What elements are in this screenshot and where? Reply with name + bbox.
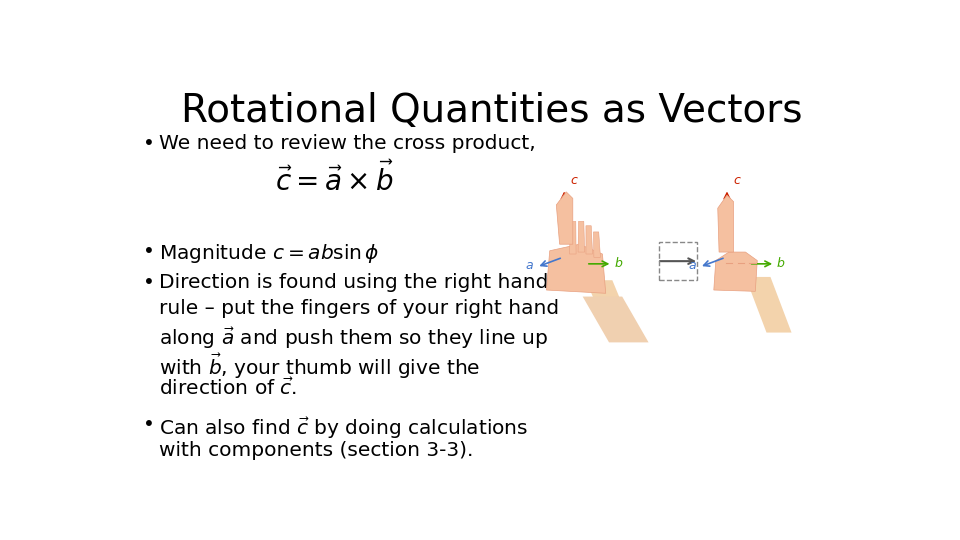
Text: a: a [688, 259, 696, 272]
Polygon shape [718, 195, 733, 252]
Text: Direction is found using the right hand: Direction is found using the right hand [158, 273, 548, 292]
Polygon shape [586, 226, 592, 254]
Polygon shape [745, 277, 792, 333]
Polygon shape [578, 221, 585, 252]
Text: Can also find $\vec{c}$ by doing calculations: Can also find $\vec{c}$ by doing calcula… [158, 415, 528, 441]
Text: rule – put the fingers of your right hand: rule – put the fingers of your right han… [158, 299, 559, 318]
Polygon shape [546, 244, 606, 293]
Text: b: b [614, 258, 622, 271]
Text: Rotational Quantities as Vectors: Rotational Quantities as Vectors [181, 92, 803, 130]
Text: b: b [777, 258, 785, 271]
Text: along $\vec{a}$ and push them so they line up: along $\vec{a}$ and push them so they li… [158, 325, 548, 350]
Polygon shape [569, 221, 576, 254]
Text: c: c [733, 174, 740, 187]
Text: with $\vec{b}$, your thumb will give the: with $\vec{b}$, your thumb will give the [158, 351, 480, 381]
Text: $\vec{c} = \vec{a} \times \vec{b}$: $\vec{c} = \vec{a} \times \vec{b}$ [275, 161, 395, 197]
Text: c: c [571, 174, 578, 187]
Text: a: a [526, 259, 533, 272]
Text: Magnitude $c = ab \sin\phi$: Magnitude $c = ab \sin\phi$ [158, 242, 379, 265]
Text: with components (section 3-3).: with components (section 3-3). [158, 441, 473, 460]
Polygon shape [557, 192, 573, 244]
Polygon shape [586, 280, 636, 336]
Text: •: • [143, 242, 156, 261]
Text: •: • [143, 273, 156, 292]
Polygon shape [714, 252, 757, 292]
Text: •: • [143, 134, 156, 153]
Polygon shape [593, 232, 600, 257]
PathPatch shape [583, 296, 649, 342]
Text: •: • [143, 415, 156, 434]
Text: direction of $\vec{c}$.: direction of $\vec{c}$. [158, 377, 297, 399]
Text: We need to review the cross product,: We need to review the cross product, [158, 134, 536, 153]
